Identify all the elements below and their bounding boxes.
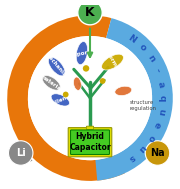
Ellipse shape <box>73 77 81 90</box>
Text: structure
regulation: structure regulation <box>130 100 157 111</box>
Text: u: u <box>137 143 148 154</box>
Text: o: o <box>25 135 36 145</box>
Circle shape <box>83 65 89 72</box>
Text: component: component <box>64 48 99 59</box>
Text: mechanism: mechanism <box>44 52 70 82</box>
Circle shape <box>63 92 69 97</box>
Text: K: K <box>85 6 95 19</box>
Text: q: q <box>158 95 167 101</box>
FancyBboxPatch shape <box>86 126 94 129</box>
Text: Li: Li <box>16 148 26 158</box>
Circle shape <box>28 36 152 160</box>
Wedge shape <box>7 15 125 181</box>
Text: e: e <box>152 121 163 130</box>
Circle shape <box>78 0 102 25</box>
Text: e: e <box>33 144 44 155</box>
Ellipse shape <box>48 57 65 76</box>
Text: o: o <box>137 43 147 53</box>
Circle shape <box>145 141 170 165</box>
FancyBboxPatch shape <box>71 130 109 154</box>
Ellipse shape <box>102 54 123 70</box>
Circle shape <box>8 141 33 165</box>
Text: N: N <box>126 33 137 45</box>
Ellipse shape <box>42 75 60 90</box>
Text: q: q <box>55 158 64 169</box>
Ellipse shape <box>51 94 69 106</box>
Text: n: n <box>145 53 156 64</box>
Text: u: u <box>156 108 166 116</box>
Wedge shape <box>95 18 173 180</box>
Circle shape <box>100 78 105 84</box>
Ellipse shape <box>76 42 88 65</box>
Text: a: a <box>156 80 166 88</box>
Text: s: s <box>15 113 25 121</box>
Text: performance: performance <box>100 44 125 81</box>
Text: u: u <box>43 152 54 163</box>
Text: material: material <box>39 73 64 92</box>
Text: challenge: challenge <box>46 91 75 108</box>
Text: u: u <box>19 124 30 134</box>
Text: o: o <box>145 132 156 143</box>
Text: A: A <box>67 163 76 173</box>
Text: Hybrid
Capacitor: Hybrid Capacitor <box>69 132 111 152</box>
FancyBboxPatch shape <box>68 128 112 157</box>
Text: Na: Na <box>150 148 165 158</box>
Wedge shape <box>25 157 32 162</box>
Ellipse shape <box>115 86 132 96</box>
Text: s: s <box>127 152 136 163</box>
Text: -: - <box>152 67 162 74</box>
